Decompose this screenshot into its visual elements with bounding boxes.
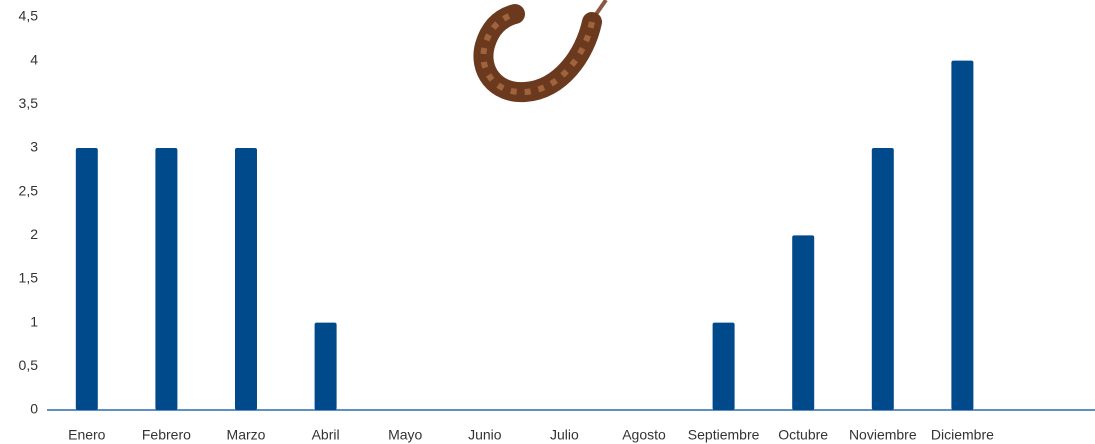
y-tick-label: 0,5 — [19, 357, 39, 373]
x-tick-label: Febrero — [142, 427, 191, 443]
bar — [713, 323, 735, 410]
y-tick-label: 2,5 — [19, 182, 39, 198]
y-tick-label: 4,5 — [19, 8, 39, 24]
bar — [155, 148, 177, 410]
x-tick-label: Abril — [312, 427, 340, 443]
y-tick-label: 3,5 — [19, 95, 39, 111]
x-tick-label: Agosto — [622, 427, 666, 443]
bar — [792, 235, 814, 410]
x-tick-label: Diciembre — [931, 427, 994, 443]
x-tick-label: Noviembre — [849, 427, 917, 443]
x-tick-label: Julio — [550, 427, 579, 443]
x-tick-label: Mayo — [388, 427, 422, 443]
y-tick-label: 2 — [30, 226, 38, 242]
y-tick-label: 4 — [30, 51, 38, 67]
bar — [315, 323, 337, 410]
bar — [951, 61, 973, 410]
y-tick-label: 1 — [30, 313, 38, 329]
page: 0 0,5 1 1,5 2 2,5 3 3,5 4 4,5 Enero Febrero Marzo Abr… — [0, 0, 1095, 444]
x-tick-label: Enero — [68, 427, 106, 443]
bar — [235, 148, 257, 410]
x-tick-label: Octubre — [778, 427, 828, 443]
y-tick-label: 0 — [30, 401, 38, 417]
bar — [76, 148, 98, 410]
y-tick-label: 1,5 — [19, 270, 39, 286]
umbrella-handle — [483, 0, 606, 92]
y-tick-label: 3 — [30, 139, 38, 155]
x-tick-label: Junio — [468, 427, 502, 443]
chart: 0 0,5 1 1,5 2 2,5 3 3,5 4 4,5 Enero Febrero Marzo Abr… — [0, 0, 1095, 444]
x-tick-label: Marzo — [227, 427, 266, 443]
bar — [872, 148, 894, 410]
x-tick-label: Septiembre — [688, 427, 760, 443]
